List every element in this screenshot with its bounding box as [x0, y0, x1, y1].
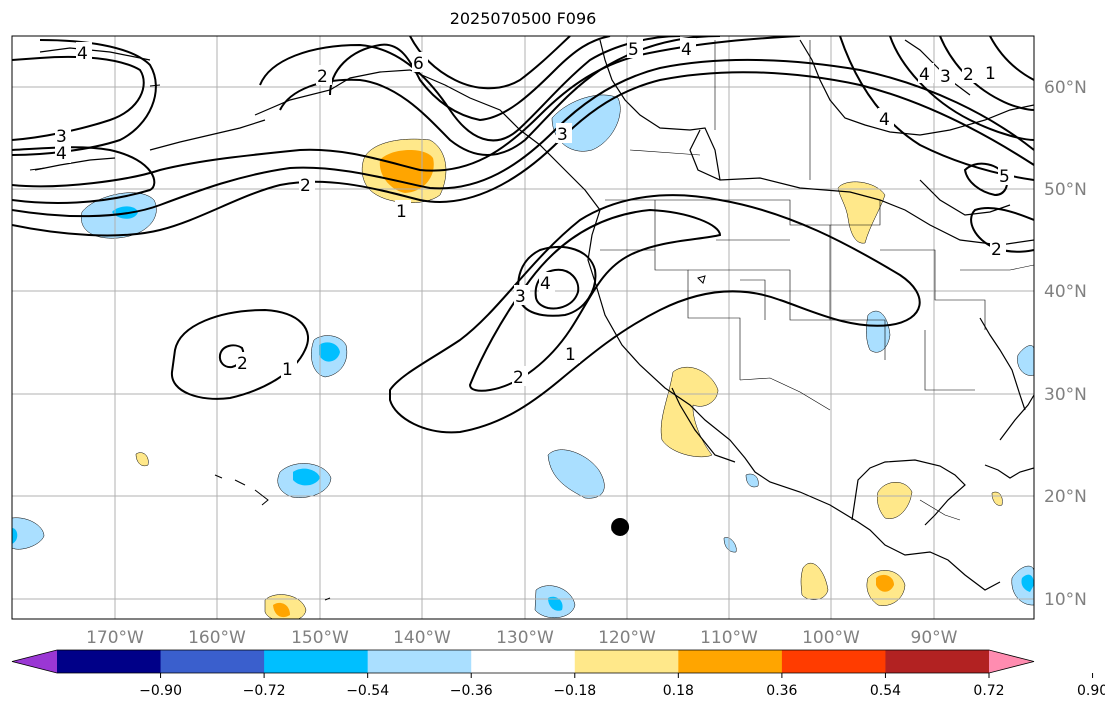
lon-tick-label: 140°W — [393, 628, 451, 648]
contour-label: 5 — [628, 40, 639, 60]
colorbar-tick-label: −0.36 — [450, 683, 493, 699]
contour-label: 2 — [513, 368, 524, 388]
shaded-fields — [12, 94, 1034, 619]
lon-tick-label: 120°W — [598, 628, 656, 648]
colorbar-tick-label: −0.54 — [346, 683, 389, 699]
colorbar-tick-label: 0.54 — [870, 683, 901, 699]
contour-label: 4 — [681, 40, 692, 60]
lat-tick-label: 30°N — [1044, 385, 1087, 405]
lon-tick-label: 100°W — [802, 628, 860, 648]
lon-axis: 170°W 160°W 150°W 140°W 130°W 120°W 110°… — [86, 628, 958, 648]
colorbar-extend-high — [989, 650, 1034, 673]
contour-label: 2 — [300, 176, 311, 196]
contour-label-group: 1 2 3 4 1 2 1 2 3 4 3 5 4 6 — [55, 38, 1014, 388]
colorbar-outline — [11, 649, 1035, 674]
lon-tick-label: 130°W — [496, 628, 554, 648]
lat-axis: 10°N 20°N 30°N 40°N 50°N 60°N — [1044, 78, 1087, 610]
colorbar-segment — [678, 650, 783, 673]
contour-label: 2 — [963, 65, 974, 85]
lat-tick-label: 20°N — [1044, 487, 1087, 507]
contour-label: 4 — [879, 110, 890, 130]
colorbar-segment — [574, 650, 679, 673]
colorbar-segment — [781, 650, 886, 673]
colorbar-tick-label: −0.72 — [243, 683, 286, 699]
contour-label: 1 — [985, 64, 996, 84]
contour-label: 3 — [56, 127, 67, 147]
colorbar-tick-label: 0.72 — [973, 683, 1004, 699]
contour-label: 4 — [540, 274, 551, 294]
contour-label: 5 — [999, 167, 1010, 187]
colorbar-tick-label: 0.36 — [766, 683, 797, 699]
contour-label: 2 — [317, 67, 328, 87]
contour-label: 1 — [565, 345, 576, 365]
colorbar-segment — [160, 650, 265, 673]
colorbar-segment — [471, 650, 576, 673]
contour-label: 3 — [557, 125, 568, 145]
contour-label: 3 — [940, 67, 951, 87]
contour-label: 3 — [515, 287, 526, 307]
contour-label: 2 — [237, 354, 248, 374]
contour-label: 4 — [919, 65, 930, 85]
lon-tick-label: 170°W — [86, 628, 144, 648]
colorbar-tick-label: 0.90 — [1077, 683, 1105, 699]
map-title: 2025070500 F096 — [449, 9, 597, 28]
lat-tick-label: 50°N — [1044, 180, 1087, 200]
colorbar-segment — [264, 650, 369, 673]
contour-label: 2 — [991, 240, 1002, 260]
lon-tick-label: 90°W — [911, 628, 958, 648]
colorbar-tick-label: 0.18 — [663, 683, 694, 699]
location-marker — [611, 517, 630, 536]
lon-tick-label: 110°W — [700, 628, 758, 648]
lat-tick-label: 40°N — [1044, 282, 1087, 302]
political-borders — [600, 40, 1034, 521]
colorbar-segment — [367, 650, 472, 673]
lat-tick-label: 10°N — [1044, 590, 1087, 610]
contour-label: 4 — [77, 44, 88, 64]
colorbar-tick-label: −0.90 — [139, 683, 182, 699]
contour-label: 6 — [413, 54, 424, 74]
colorbar-tick-label: −0.18 — [553, 683, 596, 699]
colorbar: −0.90 −0.72 −0.54 −0.36 −0.18 0.18 0.36 0.54 0.7… — [11, 649, 1105, 699]
lon-tick-label: 150°W — [291, 628, 349, 648]
graticule — [12, 36, 1034, 619]
lon-tick-label: 160°W — [188, 628, 246, 648]
contour-lines — [12, 36, 1034, 434]
lat-tick-label: 60°N — [1044, 78, 1087, 98]
map-frame — [11, 35, 1035, 620]
colorbar-segment — [57, 650, 162, 673]
colorbar-extend-low — [12, 650, 57, 673]
contour-label: 1 — [282, 360, 293, 380]
map-area — [12, 36, 1034, 619]
contour-label: 1 — [396, 202, 407, 222]
colorbar-segment — [885, 650, 990, 673]
contour-label: 4 — [56, 144, 67, 164]
